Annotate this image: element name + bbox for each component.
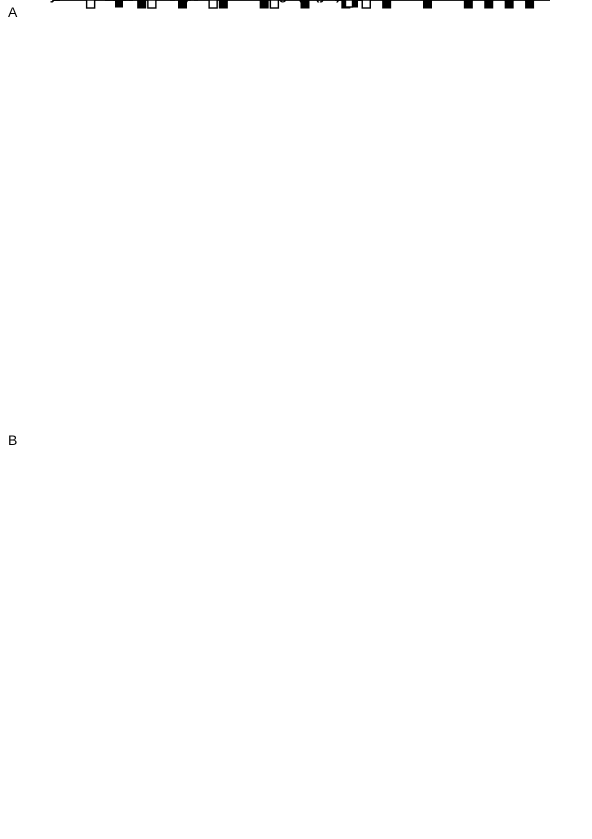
svg-text:Hazard Probability: Hazard Probability	[0, 0, 58, 3]
panel-b-chart: 0123456780.0000.0500.1000.1500.2000.2500…	[0, 0, 592, 839]
figure-page: A B 67891011121314151617180.0000.1000.20…	[0, 0, 592, 839]
svg-text:Class 2–43%: 2nd to 3rd offens: Class 2–43%: 2nd to 3rd offense	[369, 0, 528, 3]
svg-text:Class 2–57%: 1st to 2nd offens: Class 2–57%: 1st to 2nd offense	[139, 0, 297, 3]
svg-text:8: 8	[547, 0, 553, 3]
